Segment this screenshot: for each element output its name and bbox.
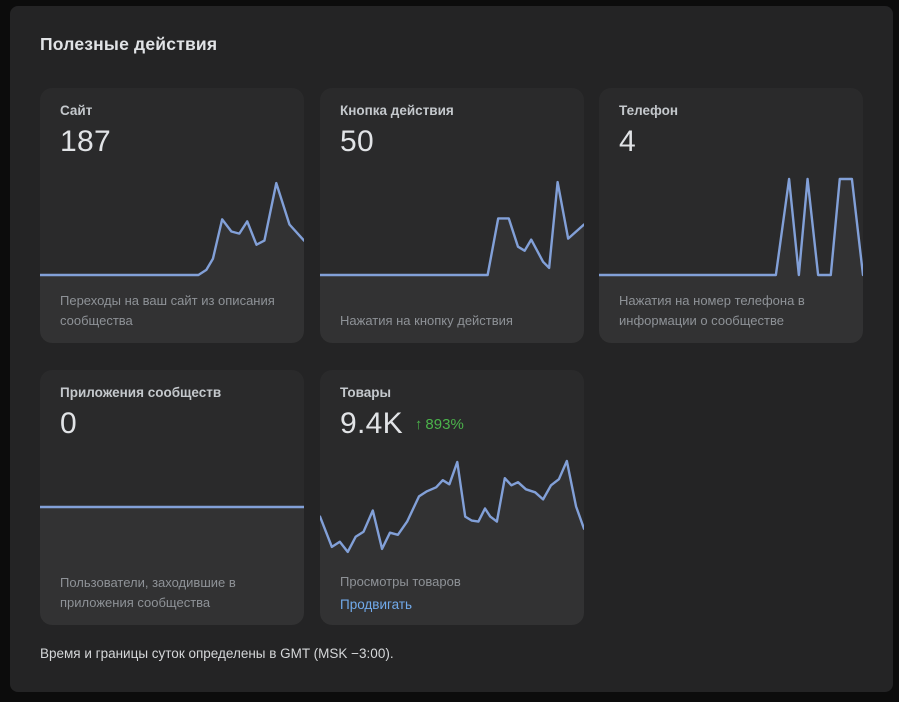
goods-sparkline-chart xyxy=(320,452,584,625)
promote-link[interactable]: Продвигать xyxy=(340,597,413,612)
card-community-apps: Приложения сообществ 0 Пользователи, зах… xyxy=(40,370,304,625)
card-phone-label: Телефон xyxy=(619,103,679,118)
card-goods-label: Товары xyxy=(340,385,392,400)
card-goods-value: 9.4K xyxy=(340,407,403,440)
card-site-label: Сайт xyxy=(60,103,93,118)
phone-sparkline-chart xyxy=(599,170,863,343)
arrow-up-icon: ↑ xyxy=(414,415,423,433)
card-goods-caption: Просмотры товаров xyxy=(340,573,461,589)
community-apps-sparkline-chart xyxy=(40,452,304,625)
card-action-button: Кнопка действия 50 Нажатия на кнопку дей… xyxy=(320,88,584,343)
site-sparkline-chart xyxy=(40,170,304,343)
stats-panel: Полезные действия Сайт 187 Переходы на в… xyxy=(10,6,893,692)
card-site-caption: Переходы на ваш сайт из описания сообщес… xyxy=(60,293,275,328)
card-action-button-caption: Нажатия на кнопку действия xyxy=(340,312,513,328)
card-goods: Товары 9.4K ↑ 893% Просмотры товаров Про… xyxy=(320,370,584,625)
card-site: Сайт 187 Переходы на ваш сайт из описани… xyxy=(40,88,304,343)
card-site-value: 187 xyxy=(60,125,111,158)
goods-growth-badge: ↑ 893% xyxy=(415,416,464,433)
card-community-apps-caption: Пользователи, заходившие в приложения со… xyxy=(60,575,236,610)
card-action-button-value: 50 xyxy=(340,125,374,158)
timezone-note: Время и границы суток определены в GMT (… xyxy=(40,646,394,661)
card-phone: Телефон 4 Нажатия на номер телефона в ин… xyxy=(599,88,863,343)
action-button-sparkline-chart xyxy=(320,170,584,343)
card-phone-caption: Нажатия на номер телефона в информации о… xyxy=(619,293,805,328)
card-community-apps-label: Приложения сообществ xyxy=(60,385,222,400)
card-community-apps-value: 0 xyxy=(60,407,77,440)
card-action-button-label: Кнопка действия xyxy=(340,103,454,118)
card-phone-value: 4 xyxy=(619,125,636,158)
goods-growth-percent: 893% xyxy=(425,415,464,433)
page-title: Полезные действия xyxy=(40,34,218,54)
